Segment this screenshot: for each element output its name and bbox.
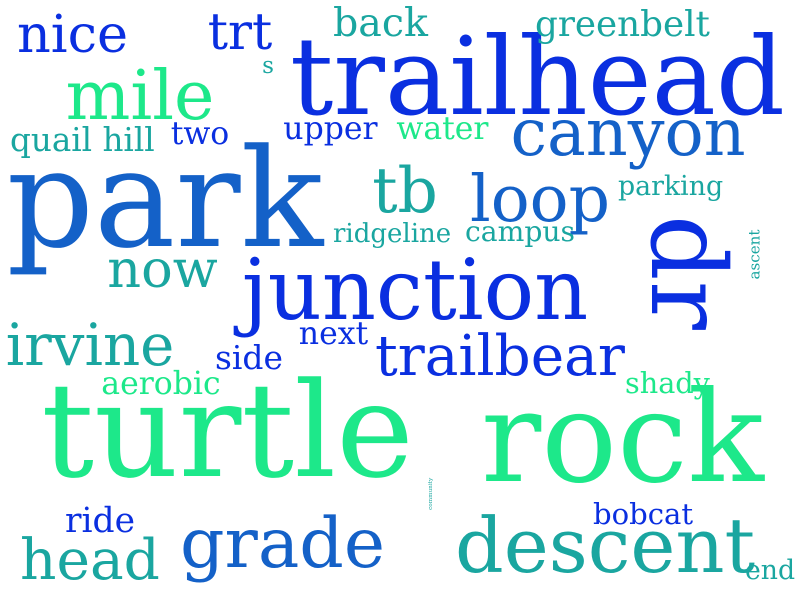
word-side: side (215, 337, 283, 377)
word-water: water (396, 111, 489, 148)
word-rock: rock (481, 364, 765, 511)
word-nice: nice (17, 3, 129, 65)
word-trailbear: trailbear (375, 324, 625, 390)
word-head: head (20, 526, 160, 593)
word-greenbelt: greenbelt (535, 4, 710, 46)
word-upper: upper (283, 111, 378, 148)
word-parking: parking (618, 170, 724, 202)
word-irvine: irvine (5, 310, 175, 379)
word-loop: loop (470, 161, 610, 237)
word-ride: ride (65, 501, 136, 542)
word-shady: shady (625, 365, 710, 400)
word-now: now (107, 238, 218, 300)
word-grade: grade (180, 503, 386, 585)
word-mile: mile (65, 57, 215, 137)
word-back: back (333, 0, 428, 47)
word-trailhead: trailhead (290, 14, 785, 140)
word-next: next (298, 316, 369, 353)
word-community: community (428, 478, 435, 511)
word-junction: junction (241, 241, 589, 339)
word-canyon: canyon (510, 96, 746, 172)
word-end: end (745, 554, 796, 586)
word-quail-hill: quail hill (10, 121, 155, 160)
word-trt: trt (207, 1, 273, 61)
word-dr: dr (626, 215, 746, 330)
word-campus: campus (465, 214, 575, 248)
word-bobcat: bobcat (593, 497, 694, 531)
word-descent: descent (455, 501, 756, 590)
word-turtle: turtle (41, 353, 414, 507)
word-ridgeline: ridgeline (333, 219, 452, 249)
word-s: s (262, 52, 274, 79)
word-ascent: ascent (745, 229, 764, 280)
word-tb: tb (372, 153, 438, 227)
word-park: park (6, 119, 324, 279)
word-aerobic: aerobic (101, 366, 221, 403)
word-two: two (170, 116, 230, 153)
